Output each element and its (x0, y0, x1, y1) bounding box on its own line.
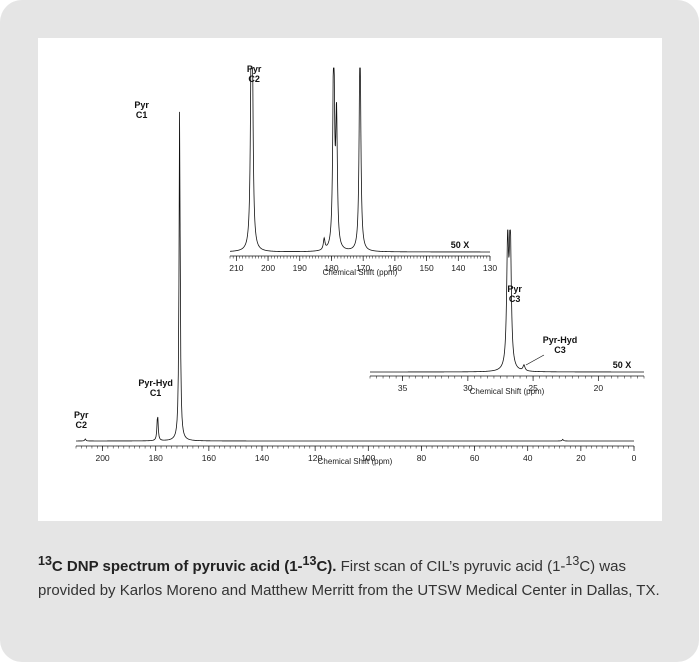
inset-carbonyl-peak-label-line2: C2 (248, 74, 260, 84)
main-tick-label: 20 (576, 453, 586, 463)
main-tick-label: 0 (632, 453, 637, 463)
caption-text-1: First scan of CIL’s pyruvic acid (1- (336, 558, 566, 575)
main-tick-label: 140 (255, 453, 269, 463)
inset-carbonyl-x-axis-title: Chemical Shift (ppm) (323, 268, 398, 277)
inset-methyl-tick-label: 35 (398, 383, 408, 393)
main-peak-label-line1: Pyr-Hyd (138, 378, 173, 388)
inset-methyl-tick-label: 25 (528, 383, 538, 393)
inset-carbonyl-tick-group: 210 200 190 180 170 160 150 140 130 (229, 256, 497, 273)
inset-carbonyl-tick-label: 150 (419, 263, 433, 273)
main-peak-label-line2: C1 (150, 388, 162, 398)
main-x-axis-title: Chemical Shift (ppm) (318, 457, 393, 466)
nmr-figure: 200 180 160 140 120 100 80 60 40 20 0 Chemical Shi… (38, 38, 662, 521)
inset-methyl-zoom-label: 50 X (613, 360, 632, 370)
caption-text-2: C) was provided by Karlos Moreno and Mat… (38, 558, 660, 599)
inset-methyl-peak-label-line1: Pyr-Hyd (543, 335, 578, 345)
main-peak-label-line1: Pyr (134, 100, 149, 110)
main-tick-label: 60 (470, 453, 480, 463)
caption-title: 13C DNP spectrum of pyruvic acid (1-13C)… (38, 554, 337, 575)
caption-sup-1: 13 (38, 554, 52, 568)
inset-carbonyl-tick-label: 190 (293, 263, 307, 273)
caption-title-text: C DNP spectrum of pyruvic acid (1- (51, 558, 303, 575)
inset-carbonyl-tick-label: 170 (356, 263, 370, 273)
main-tick-label: 40 (523, 453, 533, 463)
pyr-hyd-c3-pointer (525, 354, 545, 366)
main-tick-group: 200 180 160 140 120 100 80 60 40 20 0 (75, 446, 637, 463)
main-peak-label-line2: C1 (136, 110, 148, 120)
main-tick-label: 160 (202, 453, 216, 463)
inset-methyl-trace (370, 229, 644, 373)
inset-methyl-peak-label-line2: C3 (509, 294, 521, 304)
main-tick-label: 180 (149, 453, 163, 463)
main-tick-label: 100 (361, 453, 375, 463)
inset-methyl-tick-label: 20 (594, 383, 604, 393)
main-tick-label: 80 (417, 453, 427, 463)
caption-sup-2: 13 (302, 554, 317, 568)
nmr-spectrum-svg: 200 180 160 140 120 100 80 60 40 20 0 Chemical Shi… (74, 64, 645, 466)
inset-carbonyl-tick-label: 210 (229, 263, 243, 273)
inset-methyl-tick-label: 30 (463, 383, 473, 393)
inset-carbonyl-tick-label: 200 (261, 263, 275, 273)
inset-methyl-panel: 35 30 25 20 Chemical Shift (ppm) 50 X PyrC3… (369, 229, 645, 396)
main-tick-label: 120 (308, 453, 322, 463)
main-peak-label-line1: Pyr (74, 410, 89, 420)
main-spectrum-trace (76, 111, 634, 442)
main-panel: 200 180 160 140 120 100 80 60 40 20 0 Chemical Shi… (74, 100, 637, 466)
caption-sup-3: 13 (565, 554, 580, 568)
caption-title-end: C). (316, 558, 337, 575)
figure-caption: 13C DNP spectrum of pyruvic acid (1-13C)… (38, 549, 662, 603)
inset-carbonyl-tick-label: 180 (324, 263, 338, 273)
inset-carbonyl-tick-label: 160 (388, 263, 402, 273)
inset-carbonyl-tick-label: 140 (451, 263, 465, 273)
main-tick-label: 200 (95, 453, 109, 463)
inset-methyl-x-axis-title: Chemical Shift (ppm) (470, 387, 545, 396)
inset-carbonyl-peak-label-line1: Pyr (247, 64, 262, 74)
inset-methyl-peak-label-line2: C3 (554, 345, 566, 355)
inset-carbonyl-zoom-label: 50 X (451, 240, 470, 250)
inset-carbonyl-tick-label: 130 (483, 263, 497, 273)
main-peak-label-line2: C2 (76, 420, 88, 430)
inset-methyl-tick-group: 35 30 25 20 (369, 376, 645, 393)
inset-carbonyl-panel: 210 200 190 180 170 160 150 140 130 Chemical Shi… (229, 64, 497, 277)
inset-methyl-peak-label-line1: Pyr (507, 284, 522, 294)
inset-carbonyl-trace (229, 67, 490, 253)
